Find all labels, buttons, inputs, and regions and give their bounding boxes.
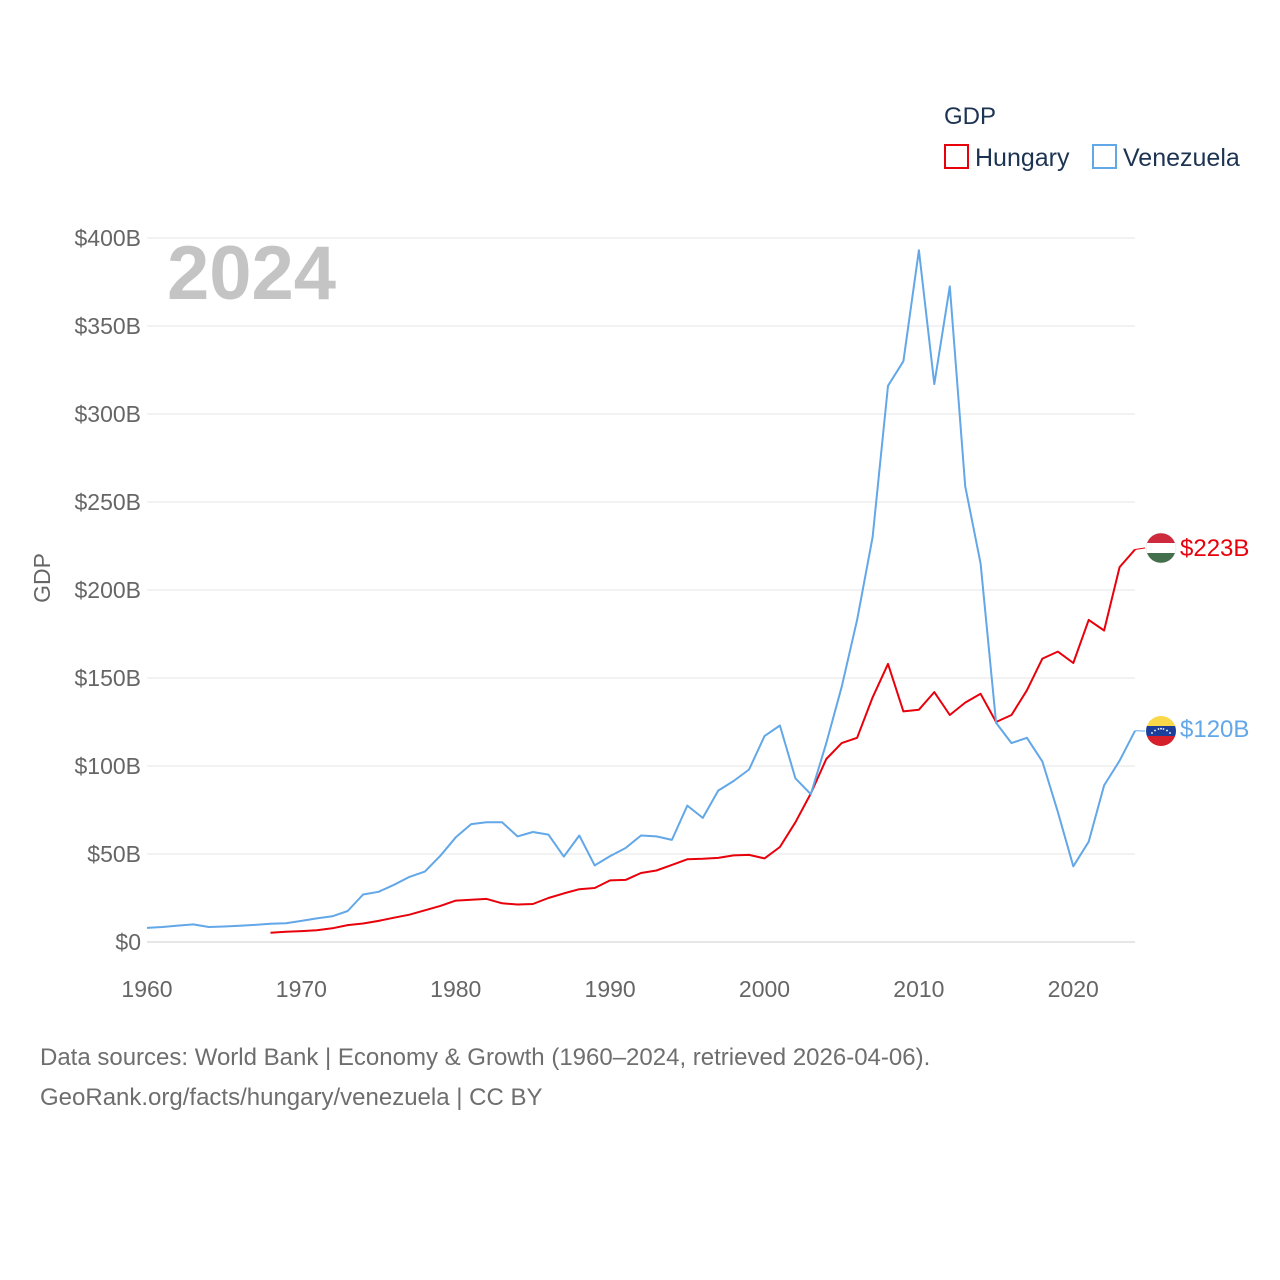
legend: GDP Hungary Venezuela xyxy=(944,103,1240,172)
series-line-venezuela[interactable] xyxy=(146,249,1136,929)
legend-label-venezuela: Venezuela xyxy=(1123,144,1240,172)
series-line-hungary[interactable] xyxy=(270,548,1136,934)
x-tick-label: 1980 xyxy=(430,976,481,1002)
legend-item-venezuela[interactable]: Venezuela xyxy=(1092,144,1240,172)
x-axis-ticks: 1960 1970 1980 1990 2000 2010 2020 xyxy=(121,976,1098,1002)
y-tick-label: $0 xyxy=(115,929,141,955)
legend-item-hungary[interactable]: Hungary xyxy=(944,144,1070,172)
y-axis-ticks: $0 $50B $100B $150B $200B $250B $300B $350B $400… xyxy=(74,225,141,955)
source-url[interactable]: GeoRank.org/facts/hungary/venezuela | CC… xyxy=(40,1084,543,1111)
y-tick-label: $350B xyxy=(74,313,141,339)
y-tick-label: $200B xyxy=(74,577,141,603)
y-tick-label: $400B xyxy=(74,225,141,251)
x-tick-label: 2010 xyxy=(893,976,944,1002)
legend-swatch-hungary xyxy=(944,144,969,169)
grid-lines xyxy=(147,237,1135,943)
venezuela-flag-icon xyxy=(1146,716,1176,746)
y-tick-label: $300B xyxy=(74,401,141,427)
legend-title: GDP xyxy=(944,103,996,130)
y-tick-label: $100B xyxy=(74,753,141,779)
venezuela-end-value: $120B xyxy=(1180,716,1249,743)
hungary-end-value: $223B xyxy=(1180,535,1249,562)
x-tick-label: 1990 xyxy=(585,976,636,1002)
x-tick-label: 2000 xyxy=(739,976,790,1002)
y-tick-label: $250B xyxy=(74,489,141,515)
year-label: 2024 xyxy=(167,231,336,316)
x-tick-label: 1970 xyxy=(276,976,327,1002)
y-axis-title: GDP xyxy=(29,553,55,603)
y-tick-label: $150B xyxy=(74,665,141,691)
series-lines xyxy=(146,249,1146,934)
end-connector-hungary xyxy=(1134,547,1146,551)
y-tick-label: $50B xyxy=(87,841,141,867)
x-tick-label: 2020 xyxy=(1048,976,1099,1002)
x-tick-label: 1960 xyxy=(121,976,172,1002)
source-attribution: Data sources: World Bank | Economy & Gro… xyxy=(40,1044,931,1071)
hungary-flag-icon xyxy=(1146,533,1176,563)
legend-swatch-venezuela xyxy=(1092,144,1117,169)
legend-label-hungary: Hungary xyxy=(975,144,1070,172)
